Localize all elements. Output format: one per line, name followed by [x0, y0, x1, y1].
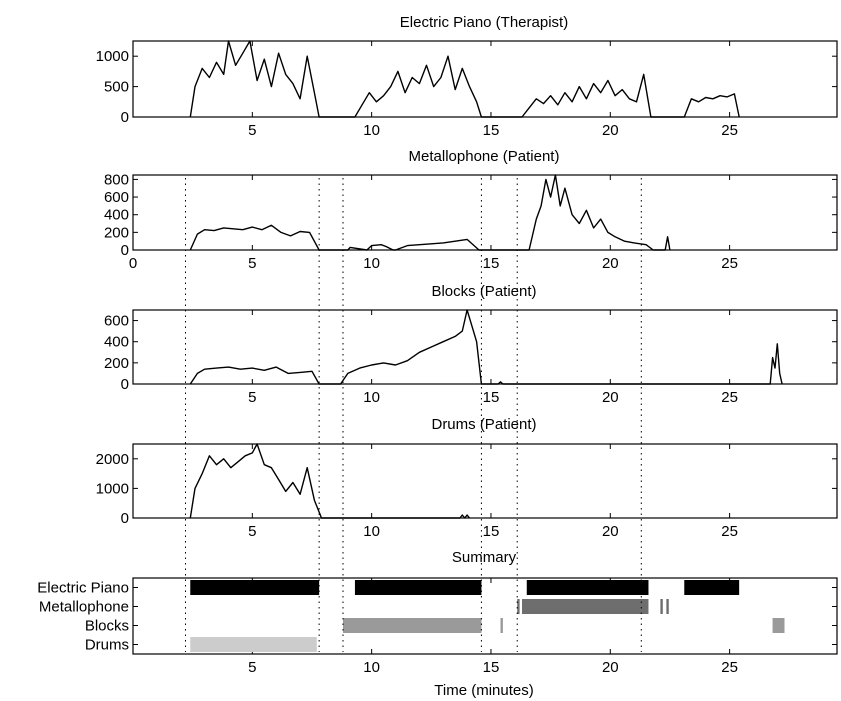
summary-title: Summary — [452, 549, 517, 566]
blocks-title: Blocks (Patient) — [431, 283, 536, 300]
x-tick-label: 20 — [602, 523, 619, 540]
x-tick-label: 5 — [248, 255, 256, 272]
x-tick-label: 25 — [721, 255, 738, 272]
metallophone-trace — [189, 174, 671, 251]
category-label: Blocks — [85, 618, 129, 635]
activity-bar — [772, 618, 785, 633]
category-label: Electric Piano — [37, 580, 129, 597]
electric-piano-axes — [132, 40, 838, 118]
y-tick-label: 0 — [121, 510, 129, 527]
y-tick-label: 400 — [104, 207, 129, 224]
activity-bar — [343, 618, 482, 633]
x-axis-label: Time (minutes) — [434, 682, 533, 699]
summary-panel: Summary 5 10 15 20 25 Electric Piano Metallopho… — [37, 549, 838, 676]
electric-piano-trace — [189, 40, 740, 118]
x-tick-label: 10 — [363, 659, 380, 676]
blocks-axes — [132, 309, 838, 385]
y-tick-label: 600 — [104, 189, 129, 206]
drums-axes — [132, 443, 838, 519]
x-tick-label: 10 — [363, 389, 380, 406]
y-tick-label: 2000 — [96, 451, 129, 468]
y-tick-label: 0 — [121, 376, 129, 393]
category-label: Metallophone — [39, 599, 129, 616]
x-tick-label: 20 — [602, 255, 619, 272]
drums-panel: Drums (Patient) 5 10 15 20 25 0 1000 2000 — [96, 416, 838, 540]
activity-bar — [500, 618, 503, 633]
y-tick-label: 500 — [104, 79, 129, 96]
blocks-panel: Blocks (Patient) 5 10 15 20 25 0 200 400 600 — [104, 283, 838, 406]
x-tick-label: 10 — [363, 523, 380, 540]
metallophone-panel: Metallophone (Patient) 0 5 10 15 20 25 02004006… — [104, 148, 838, 272]
x-tick-label: 25 — [721, 389, 738, 406]
drums-title: Drums (Patient) — [431, 416, 536, 433]
x-tick-label: 5 — [248, 659, 256, 676]
activity-bar — [190, 580, 320, 595]
x-tick-label: 20 — [602, 122, 619, 139]
y-tick-label: 200 — [104, 224, 129, 241]
x-tick-label: 5 — [248, 389, 256, 406]
metallophone-title: Metallophone (Patient) — [409, 148, 560, 165]
activity-bar — [660, 599, 663, 614]
activity-bar — [190, 637, 317, 652]
x-tick-label: 25 — [721, 659, 738, 676]
y-tick-label: 0 — [121, 109, 129, 126]
x-tick-label: 0 — [129, 255, 137, 272]
x-tick-label: 15 — [483, 389, 500, 406]
y-tick-label: 200 — [104, 355, 129, 372]
x-tick-label: 25 — [721, 122, 738, 139]
electric-piano-panel: Electric Piano (Therapist) 5 10 15 20 25 0 500 1… — [96, 14, 838, 139]
x-tick-label: 20 — [602, 389, 619, 406]
y-tick-label: 800 — [104, 171, 129, 188]
section-dividers — [185, 178, 642, 652]
x-tick-label: 15 — [483, 523, 500, 540]
x-tick-label: 10 — [363, 122, 380, 139]
chart-panels: Electric Piano (Therapist)5 10 15 20 2505001… — [37, 14, 838, 676]
y-tick-label: 1000 — [96, 480, 129, 497]
electric-piano-title: Electric Piano (Therapist) — [400, 14, 568, 31]
y-tick-label: 0 — [121, 242, 129, 259]
x-tick-label: 15 — [483, 659, 500, 676]
summary-axes — [132, 577, 838, 655]
x-tick-label: 5 — [248, 122, 256, 139]
y-tick-label: 1000 — [96, 48, 129, 65]
metallophone-axes — [132, 174, 838, 251]
blocks-trace — [189, 309, 783, 385]
activity-bar — [526, 580, 649, 595]
activity-bar — [666, 599, 669, 614]
activity-bar — [684, 580, 740, 595]
activity-bar — [354, 580, 482, 595]
drums-trace — [189, 443, 471, 519]
y-tick-label: 600 — [104, 313, 129, 330]
x-tick-label: 10 — [363, 255, 380, 272]
y-tick-label: 400 — [104, 334, 129, 351]
x-tick-label: 15 — [483, 255, 500, 272]
x-tick-label: 25 — [721, 523, 738, 540]
activity-bar — [521, 599, 649, 614]
x-tick-label: 15 — [483, 122, 500, 139]
x-tick-label: 5 — [248, 523, 256, 540]
category-label: Drums — [85, 637, 129, 654]
activity-bar — [517, 599, 520, 614]
x-tick-label: 20 — [602, 659, 619, 676]
